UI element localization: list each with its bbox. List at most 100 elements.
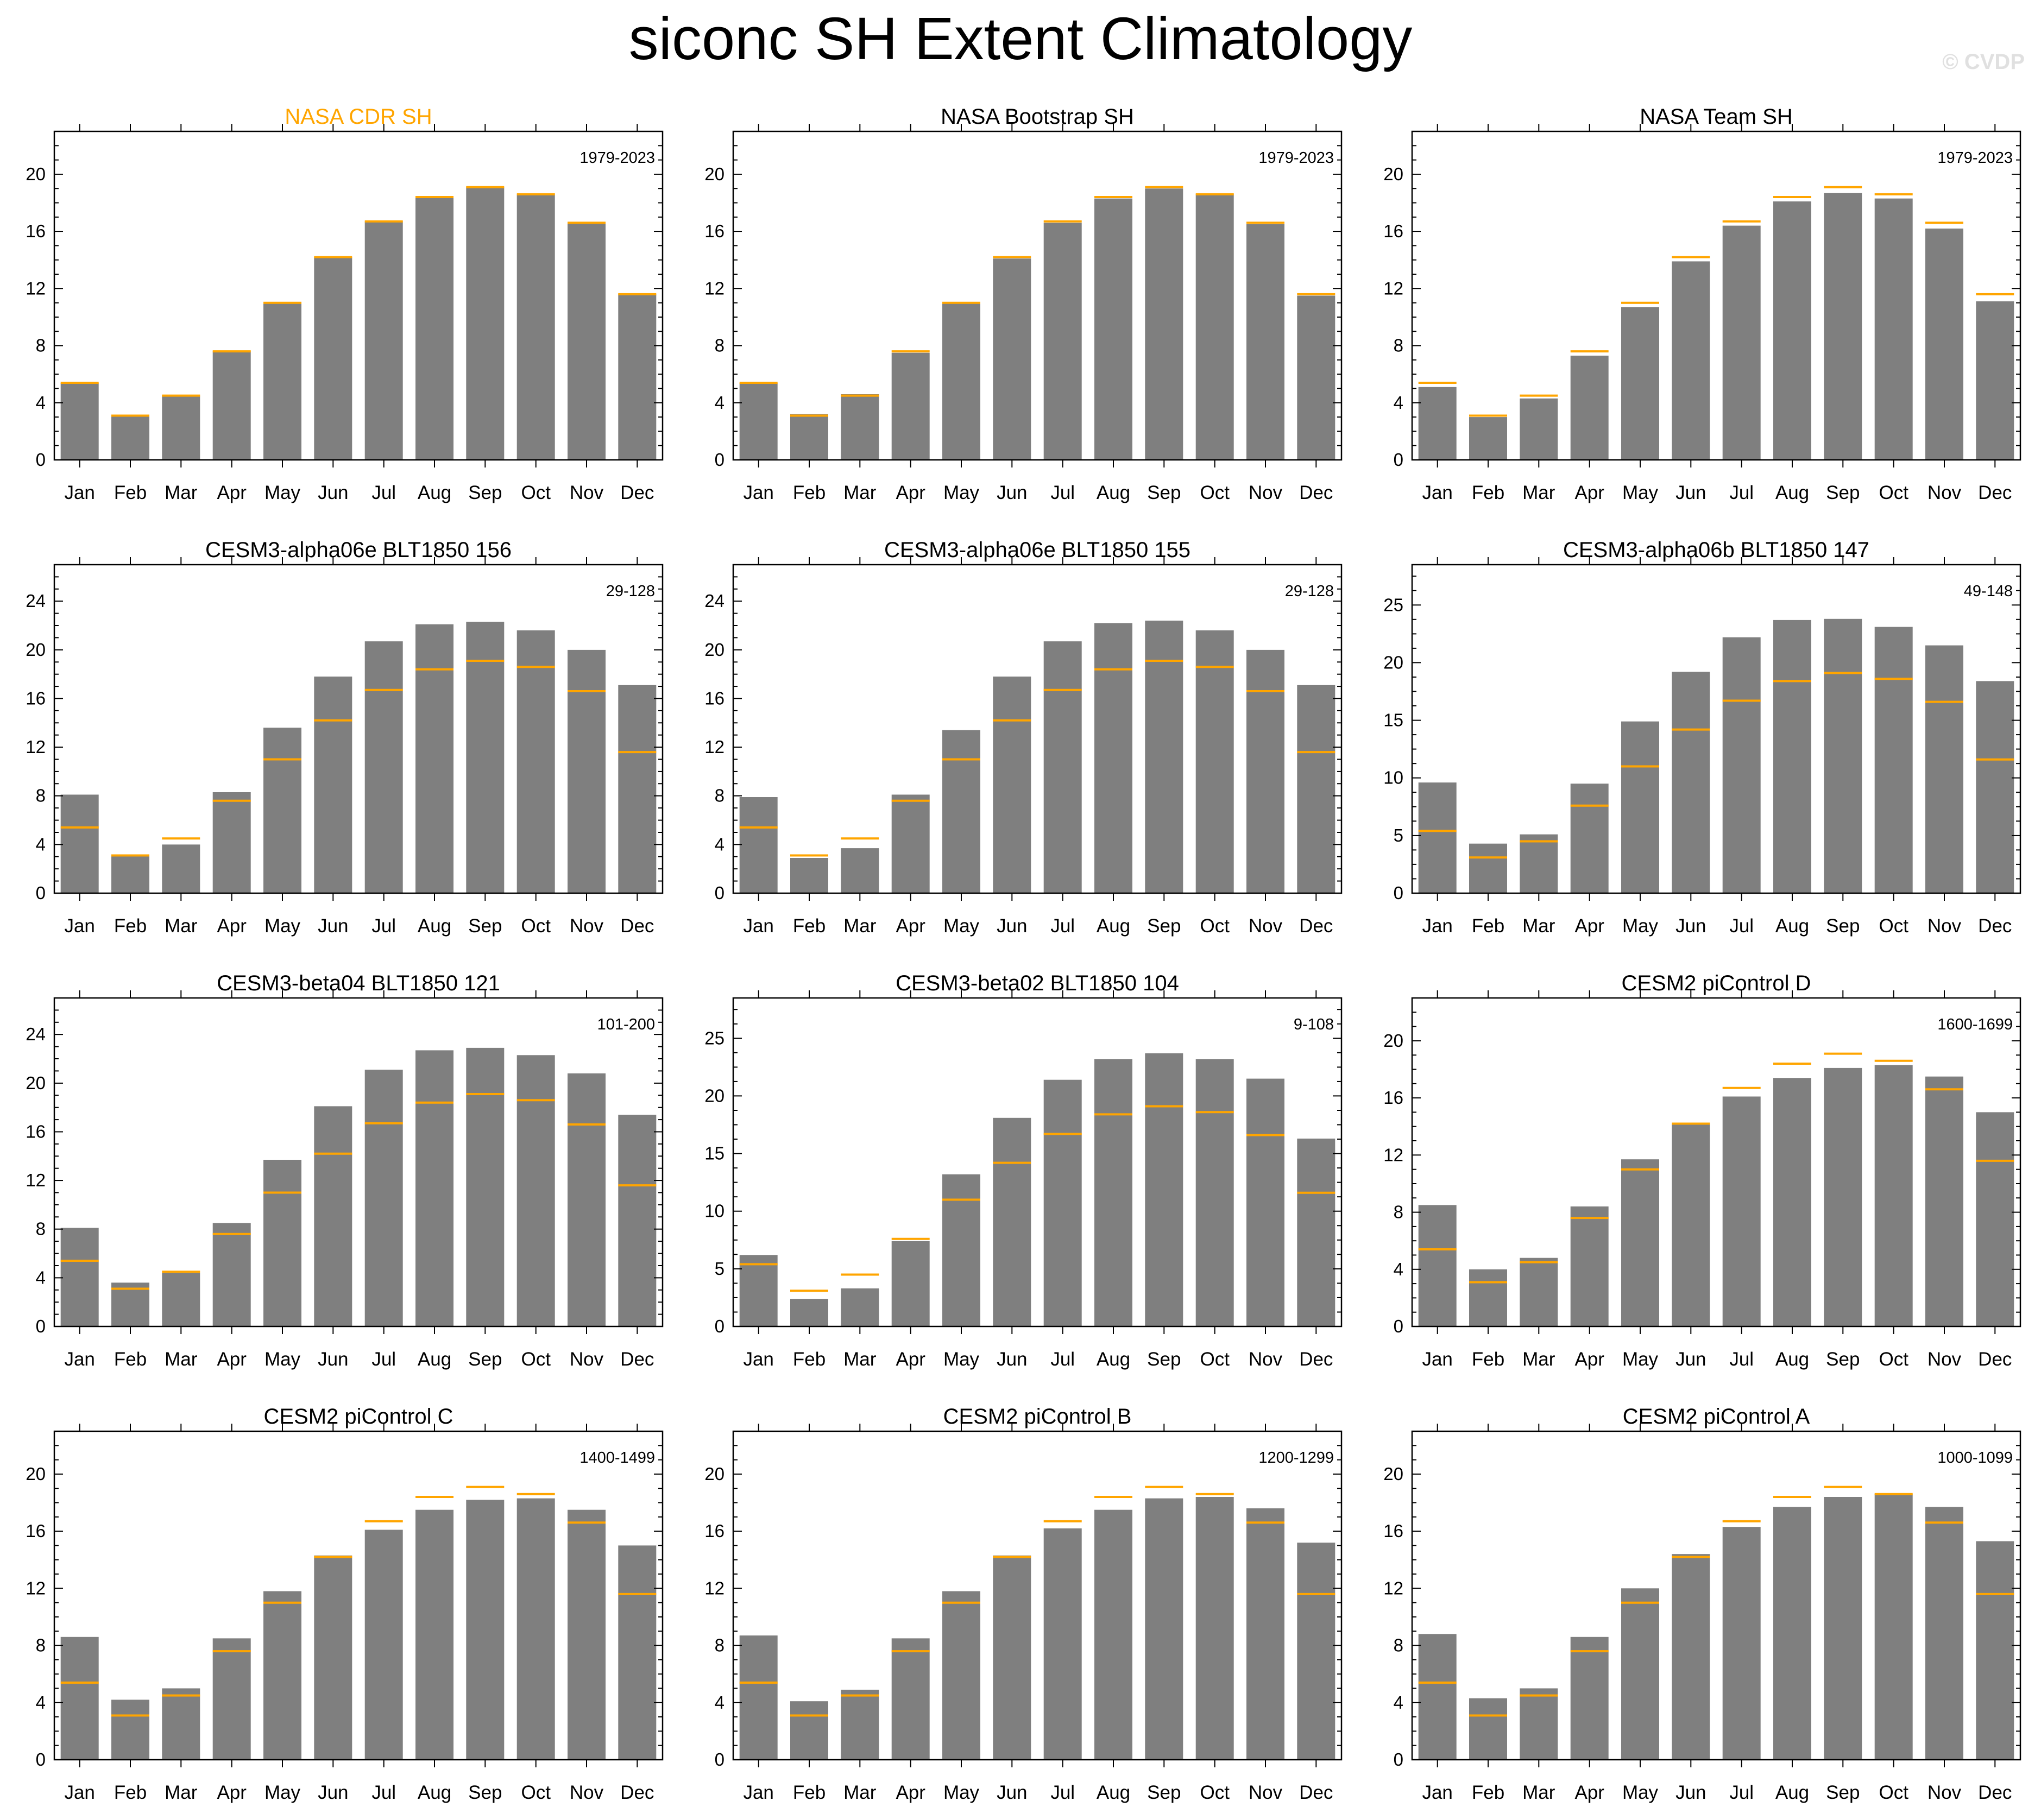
x-tick-label-feb: Feb xyxy=(793,482,826,503)
x-tick-label-mar: Mar xyxy=(843,482,877,503)
panel-title: CESM2 piControl D xyxy=(1621,971,1811,995)
x-tick-label-sep: Sep xyxy=(468,1782,502,1803)
y-tick-label: 4 xyxy=(715,1692,725,1712)
x-tick-label-jun: Jun xyxy=(997,482,1027,503)
bar-jun xyxy=(1672,1123,1710,1326)
x-tick-label-nov: Nov xyxy=(1927,482,1962,503)
y-tick-label: 20 xyxy=(704,164,725,184)
y-tick-label: 20 xyxy=(26,1464,46,1484)
x-tick-label-oct: Oct xyxy=(1200,1782,1230,1803)
chart-panel: 0 5 10 15 20 25 Jan Feb Mar Apr May Jun Jul Aug Sep Oct… xyxy=(1383,538,2021,937)
y-tick-label: 8 xyxy=(715,786,725,806)
x-tick-label-dec: Dec xyxy=(1299,915,1333,937)
x-tick-label-sep: Sep xyxy=(1826,482,1860,503)
x-tick-label-jul: Jul xyxy=(371,482,396,503)
y-tick-label: 10 xyxy=(1383,768,1403,788)
bar-mar xyxy=(1520,1688,1558,1760)
x-tick-label-dec: Dec xyxy=(1978,915,2012,937)
x-tick-label-feb: Feb xyxy=(793,1782,826,1803)
bar-jan xyxy=(1418,1634,1457,1760)
x-tick-label-may: May xyxy=(264,1782,301,1803)
x-tick-label-jun: Jun xyxy=(318,1349,348,1370)
x-tick-label-may: May xyxy=(943,1782,980,1803)
y-tick-label: 0 xyxy=(1394,1749,1403,1770)
x-tick-label-jan: Jan xyxy=(64,482,95,503)
x-tick-label-apr: Apr xyxy=(896,915,925,937)
x-tick-label-may: May xyxy=(264,1349,301,1370)
bar-mar xyxy=(162,1688,200,1760)
x-tick-label-sep: Sep xyxy=(468,482,502,503)
bar-dec xyxy=(1297,295,1336,460)
bar-may xyxy=(942,1174,980,1326)
x-tick-label-apr: Apr xyxy=(217,1349,247,1370)
x-tick-label-dec: Dec xyxy=(1978,482,2012,503)
x-tick-label-jun: Jun xyxy=(1675,1349,1706,1370)
y-tick-label: 4 xyxy=(715,834,725,854)
y-tick-label: 0 xyxy=(715,450,725,470)
x-tick-label-jul: Jul xyxy=(1729,1349,1754,1370)
bar-dec xyxy=(1297,685,1336,893)
y-tick-label: 20 xyxy=(1383,1464,1403,1484)
bar-may xyxy=(263,728,301,893)
x-tick-label-jan: Jan xyxy=(1422,482,1452,503)
x-tick-label-jun: Jun xyxy=(318,482,348,503)
bar-jan xyxy=(739,1255,778,1326)
bar-oct xyxy=(1874,1494,1913,1760)
plot-frame xyxy=(53,997,664,1328)
x-tick-label-jan: Jan xyxy=(743,1349,773,1370)
x-tick-label-oct: Oct xyxy=(521,482,551,503)
y-tick-label: 25 xyxy=(704,1028,725,1048)
x-tick-label-may: May xyxy=(943,915,980,937)
x-tick-label-feb: Feb xyxy=(1472,1782,1504,1803)
bar-oct xyxy=(1195,630,1234,893)
x-tick-label-may: May xyxy=(264,915,301,937)
bar-aug xyxy=(1773,1507,1811,1760)
bar-jul xyxy=(1722,1096,1761,1326)
panel-period: 1400-1499 xyxy=(579,1449,655,1467)
panel-period: 1000-1099 xyxy=(1937,1449,2013,1467)
bar-oct xyxy=(516,1498,555,1760)
x-tick-label-oct: Oct xyxy=(521,1782,551,1803)
bar-may xyxy=(263,1160,301,1326)
x-tick-label-jul: Jul xyxy=(1729,1782,1754,1803)
bar-jul xyxy=(1722,637,1761,893)
bar-mar xyxy=(1520,398,1558,460)
bar-feb xyxy=(790,414,828,460)
x-tick-label-oct: Oct xyxy=(1200,915,1230,937)
y-tick-label: 0 xyxy=(715,883,725,903)
bar-may xyxy=(1621,721,1659,893)
x-tick-label-nov: Nov xyxy=(1249,1349,1283,1370)
panel-period: 101-200 xyxy=(597,1016,655,1033)
chart-panel: 0 4 8 12 16 20 24 Jan Feb Mar Apr May Jun Jul Aug Sep Oc… xyxy=(26,971,664,1370)
x-tick-label-may: May xyxy=(1622,915,1659,937)
x-tick-label-dec: Dec xyxy=(620,915,654,937)
x-tick-label-sep: Sep xyxy=(1147,1349,1181,1370)
bar-jun xyxy=(314,1106,352,1326)
bar-sep xyxy=(1145,188,1183,460)
bar-jan xyxy=(1418,1205,1457,1326)
y-tick-label: 0 xyxy=(1394,450,1403,470)
x-tick-label-mar: Mar xyxy=(1522,482,1555,503)
y-tick-label: 12 xyxy=(704,737,725,757)
bar-jun xyxy=(993,258,1031,460)
y-tick-label: 8 xyxy=(36,786,46,806)
bar-jul xyxy=(364,221,403,460)
bar-feb xyxy=(111,1699,149,1760)
bar-apr xyxy=(1570,1636,1609,1760)
y-tick-label: 8 xyxy=(1394,1635,1403,1655)
bar-sep xyxy=(466,187,505,460)
y-tick-label: 8 xyxy=(715,336,725,356)
bar-sep xyxy=(1145,621,1183,893)
bar-apr xyxy=(212,1638,251,1760)
y-tick-label: 12 xyxy=(1383,1578,1403,1598)
bar-nov xyxy=(568,1073,606,1326)
x-tick-label-jul: Jul xyxy=(1050,482,1075,503)
bar-jul xyxy=(1043,641,1082,893)
x-tick-label-dec: Dec xyxy=(1299,1349,1333,1370)
bar-dec xyxy=(1297,1543,1336,1760)
bar-feb xyxy=(1469,417,1507,460)
chart-panel: 0 5 10 15 20 25 Jan Feb Mar Apr May Jun Jul Aug Sep Oct… xyxy=(704,971,1343,1370)
bar-jan xyxy=(60,1636,99,1760)
bar-mar xyxy=(841,1690,879,1760)
plot-frame xyxy=(732,564,1343,894)
